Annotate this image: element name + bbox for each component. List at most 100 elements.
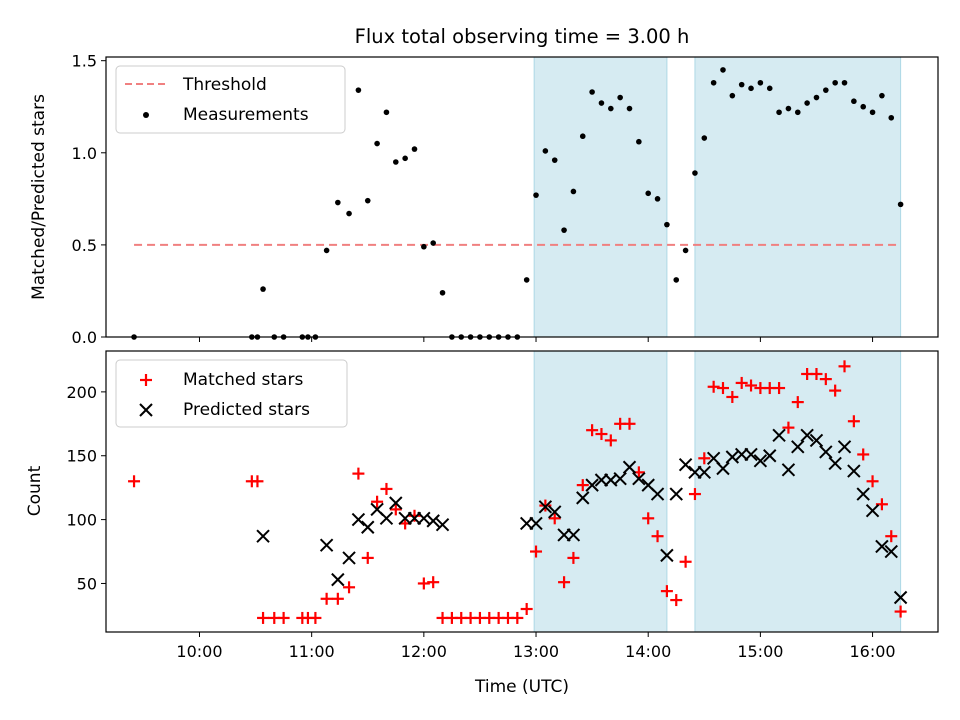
measurement-point — [682, 247, 689, 254]
legend-threshold-label: Threshold — [182, 75, 267, 95]
measurement-point — [570, 188, 577, 195]
matched-star-point — [857, 448, 870, 461]
measurement-point — [411, 146, 418, 152]
measurement-point — [533, 192, 539, 198]
matched-star-point — [716, 382, 729, 395]
measurement-point — [392, 159, 399, 165]
measurement-point — [439, 289, 446, 296]
predicted-star-point — [828, 456, 842, 471]
predicted-star-point — [791, 440, 805, 454]
matched-star-point — [320, 592, 333, 605]
predicted-star-point — [576, 491, 590, 505]
matched-star-point — [894, 605, 907, 618]
predicted-star-point — [800, 428, 814, 443]
matched-star-point — [371, 495, 384, 508]
measurement-point — [710, 79, 717, 86]
bottom-ylabel: Count — [25, 465, 45, 516]
matched-star-point — [128, 475, 141, 488]
measurement-point — [346, 210, 352, 217]
predicted-star-point — [875, 539, 889, 554]
x-tick-label: 16:00 — [850, 642, 896, 661]
matched-star-point — [829, 384, 842, 397]
predicted-star-point — [856, 487, 870, 501]
matched-star-point — [847, 415, 860, 428]
predicted-star-point — [613, 472, 627, 486]
measurement-point — [645, 190, 652, 197]
matched-star-point — [670, 594, 683, 607]
measurement-point — [260, 286, 266, 292]
predicted-star-point — [763, 449, 777, 463]
y-tick-label: 0.5 — [72, 236, 97, 255]
measurement-point — [579, 133, 586, 140]
measurement-point — [654, 196, 661, 202]
predicted-star-point — [361, 520, 375, 534]
shaded-interval-1 — [533, 350, 668, 633]
predicted-star-point — [342, 551, 356, 565]
measurement-point — [673, 277, 680, 283]
measurement-point — [766, 85, 773, 92]
matched-star-point — [343, 581, 356, 594]
predicted-star-point — [884, 544, 898, 559]
shaded-interval-2 — [694, 56, 902, 338]
matched-star-point — [698, 452, 711, 465]
matched-star-point — [257, 611, 270, 624]
predicted-star-point — [632, 472, 646, 486]
measurement-point — [841, 79, 848, 86]
legend-measurements-swatch — [143, 112, 149, 118]
predicted-star-point — [772, 428, 786, 443]
matched-star-point — [651, 530, 664, 543]
measurement-point — [636, 138, 642, 145]
measurement-point — [364, 197, 371, 204]
matched-star-point — [558, 576, 571, 589]
measurement-point — [335, 199, 341, 206]
legend-bottom: Matched stars Predicted stars — [115, 359, 348, 428]
y-tick-label: 200 — [66, 383, 97, 402]
measurement-point — [748, 85, 754, 92]
measurement-point — [323, 247, 330, 254]
matched-star-point — [773, 382, 786, 395]
measurement-point — [598, 100, 605, 106]
measurement-point — [776, 109, 782, 116]
measurement-point — [374, 140, 380, 147]
matched-star-point — [726, 390, 739, 403]
predicted-star-point — [819, 445, 833, 459]
matched-star-point — [530, 545, 543, 558]
predicted-star-point — [660, 548, 674, 563]
matched-star-point — [688, 488, 701, 501]
matched-star-point — [427, 576, 440, 589]
predicted-star-point — [622, 460, 637, 474]
shaded-interval-2 — [694, 350, 902, 633]
matched-star-point — [660, 585, 673, 598]
predicted-star-point — [417, 511, 431, 526]
measurement-point — [813, 94, 820, 101]
measurement-point — [617, 94, 623, 101]
x-tick-label: 14:00 — [625, 642, 671, 661]
predicted-star-point — [435, 518, 450, 532]
x-tick-label: 10:00 — [176, 642, 222, 661]
predicted-star-point — [256, 529, 270, 543]
matched-star-point — [586, 424, 599, 437]
predicted-star-point — [379, 511, 394, 526]
measurement-point — [785, 105, 792, 112]
predicted-star-point — [538, 500, 553, 514]
x-axis-label: Time (UTC) — [474, 677, 569, 697]
matched-star-point — [707, 380, 720, 393]
matched-star-point — [408, 509, 421, 522]
matched-star-point — [819, 373, 832, 386]
predicted-star-point — [893, 590, 908, 605]
predicted-star-point — [389, 496, 403, 510]
measurement-point — [757, 79, 764, 86]
predicted-star-point — [781, 463, 796, 477]
matched-star-point — [642, 512, 655, 525]
y-tick-label: 1.5 — [72, 52, 97, 71]
predicted-star-point — [847, 464, 861, 478]
matched-star-point — [511, 611, 524, 624]
measurement-point — [402, 155, 408, 162]
measurement-point — [523, 277, 530, 283]
matched-star-point — [352, 467, 365, 480]
y-tick-label: 1.0 — [72, 144, 97, 163]
matched-star-point — [520, 603, 533, 616]
matched-star-point — [595, 428, 608, 441]
predicted-star-point — [669, 487, 683, 501]
